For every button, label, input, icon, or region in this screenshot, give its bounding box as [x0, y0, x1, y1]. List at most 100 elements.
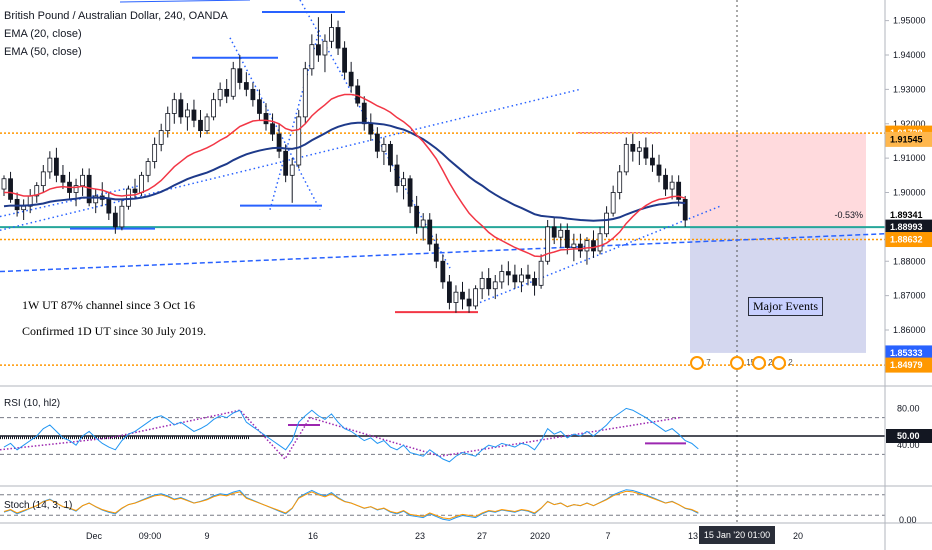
candle [270, 113, 275, 141]
candle [466, 288, 472, 313]
rsi-pane[interactable] [0, 407, 885, 463]
candle [663, 168, 668, 196]
candle [73, 178, 79, 207]
candle-body [93, 195, 99, 204]
candle [60, 165, 66, 190]
price-tick-label: 1.90000 [893, 188, 926, 198]
candle [178, 92, 184, 124]
time-tick-label: 9 [204, 531, 209, 541]
stoch-tick-label: 0.00 [899, 515, 917, 525]
time-tick-label: 13 [688, 531, 698, 541]
candle [296, 110, 302, 169]
rsi-line [3, 407, 699, 463]
time-tick-label: 09:00 [139, 531, 162, 541]
candle-body [368, 123, 374, 135]
candle [650, 144, 655, 172]
event-flag-icon[interactable]: 2 [772, 356, 793, 370]
candle [257, 89, 262, 121]
candle [617, 165, 623, 200]
candle-body [1, 178, 7, 190]
candle [597, 226, 603, 255]
candle [243, 72, 249, 97]
major-events-label[interactable]: Major Events [748, 297, 823, 316]
price-pane[interactable] [0, 0, 886, 523]
rsi-label: RSI (10, hl2) [4, 398, 61, 409]
candle [106, 192, 112, 220]
candle [623, 137, 629, 176]
candle-body [158, 130, 164, 145]
candle [302, 61, 308, 124]
candle-body [630, 143, 636, 152]
candle-body [80, 174, 85, 187]
candle [519, 268, 524, 293]
candle [21, 199, 27, 220]
candle [132, 178, 138, 200]
price-tick-label: 1.91000 [893, 153, 926, 163]
candle [322, 34, 328, 73]
candle-body [519, 274, 524, 283]
candle [394, 154, 400, 193]
candle [263, 103, 269, 131]
price-tag [886, 208, 932, 223]
candle-body [348, 71, 354, 87]
candle [47, 151, 53, 179]
event-flag-icon[interactable]: 15 [730, 356, 755, 370]
candle-body [309, 44, 315, 70]
candle-body [453, 291, 459, 303]
channel-note: 1W UT 87% channel since 3 Oct 16 [22, 298, 196, 312]
candle [538, 254, 544, 289]
candle-body [446, 281, 452, 303]
candle [388, 140, 393, 172]
stoch-pane[interactable] [0, 489, 885, 521]
candle [486, 268, 492, 296]
upper-trend-line [0, 88, 581, 232]
candle [460, 281, 465, 310]
price-tag-value: 1.84979 [890, 360, 923, 370]
candle [584, 237, 590, 265]
rsi-divergence-lines [0, 409, 681, 461]
candle-body [237, 68, 243, 83]
time-tick-label: 27 [477, 531, 487, 541]
event-flag-icon[interactable]: 7 [690, 356, 711, 370]
candle [191, 99, 197, 128]
candle [532, 271, 537, 296]
candle [401, 171, 406, 200]
candle-body [414, 205, 420, 228]
candle [276, 123, 282, 159]
price-tick-label: 1.87000 [893, 291, 926, 301]
candle [152, 137, 158, 169]
candle-body [73, 185, 79, 193]
rsi-tag [886, 429, 932, 443]
candle-body [669, 181, 675, 190]
candle-body [427, 219, 433, 245]
candle-body [171, 99, 177, 114]
event-flag-icon[interactable]: 2 [752, 356, 773, 370]
ema50-legend: EMA (50, close) [4, 46, 82, 58]
candle-body [355, 85, 361, 104]
candle [315, 17, 321, 62]
candle [198, 110, 203, 138]
price-tick-label: 1.88000 [893, 256, 926, 266]
channel-base-line [0, 233, 886, 273]
candle-body [486, 278, 492, 290]
candle [551, 216, 557, 245]
candle [230, 61, 236, 100]
candle [54, 147, 59, 183]
candle [99, 182, 105, 207]
candle [14, 192, 20, 217]
candle-body [571, 243, 577, 248]
stoch-label: Stoch (14, 3, 1) [4, 500, 73, 511]
candle [440, 254, 446, 289]
candle [8, 171, 13, 203]
price-tag [885, 357, 932, 373]
candle-body [191, 109, 197, 121]
candle [329, 13, 334, 49]
candle [630, 134, 636, 162]
candle [67, 171, 72, 200]
candle [283, 144, 289, 183]
percent-change-label: -0.53% [834, 210, 863, 220]
candle [414, 195, 420, 234]
candle-body [401, 178, 406, 187]
candle-body [663, 174, 668, 190]
